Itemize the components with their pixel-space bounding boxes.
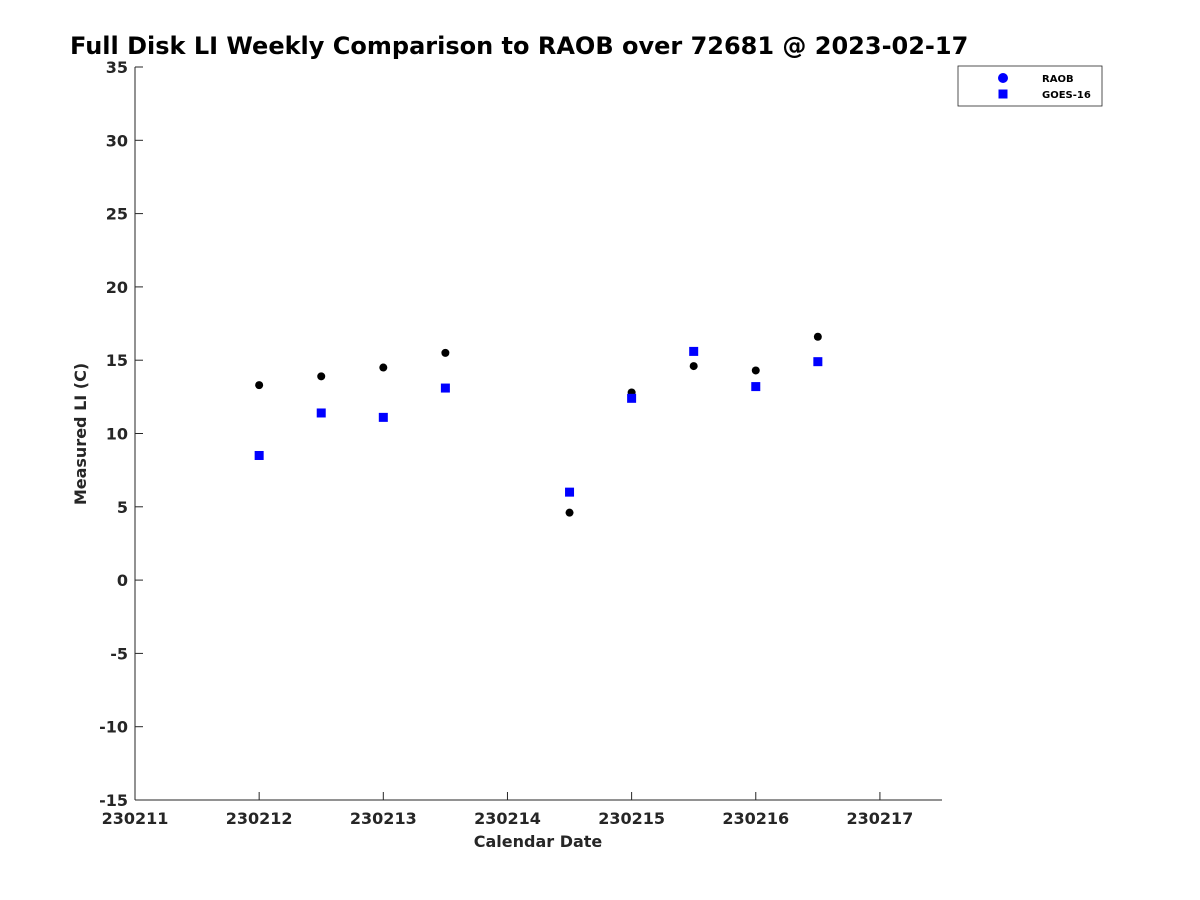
x-tick-label: 230212 (226, 809, 293, 828)
x-tick-label: 230215 (598, 809, 665, 828)
y-tick-label: 25 (106, 205, 128, 224)
legend-raob-marker (998, 73, 1008, 83)
y-tick-label: 15 (106, 351, 128, 370)
goes-16-point (751, 382, 761, 392)
legend-goes-16-marker (998, 89, 1008, 99)
y-tick-label: 35 (106, 58, 128, 77)
goes-16-point (316, 408, 326, 418)
x-tick-label: 230216 (722, 809, 789, 828)
raob-point (441, 348, 450, 357)
y-tick-label: -10 (99, 718, 128, 737)
raob-point (565, 508, 574, 517)
data-points (254, 332, 823, 517)
y-tick-label: 5 (117, 498, 128, 517)
y-tick-label: 30 (106, 131, 128, 150)
raob-point (317, 372, 326, 381)
raob-point (689, 362, 698, 371)
goes-16-point (378, 412, 388, 422)
x-tick-label: 230217 (847, 809, 914, 828)
goes-16-point (627, 393, 637, 403)
legend: RAOB GOES-16 (957, 65, 1103, 107)
y-tick-label: 10 (106, 425, 128, 444)
raob-point (813, 332, 822, 341)
x-axis-label: Calendar Date (474, 832, 603, 851)
chart-title: Full Disk LI Weekly Comparison to RAOB o… (70, 32, 968, 60)
goes-16-point (565, 487, 575, 497)
x-tick-label: 230211 (102, 809, 169, 828)
legend-goes-16-label: GOES-16 (1042, 90, 1091, 101)
y-axis-label: Measured LI (C) (71, 363, 90, 505)
raob-point (751, 366, 760, 375)
y-tick-label: 20 (106, 278, 128, 297)
goes-16-point (440, 383, 450, 393)
x-tick-label: 230214 (474, 809, 541, 828)
legend-raob-label: RAOB (1042, 74, 1074, 85)
y-tick-label: -5 (110, 644, 128, 663)
raob-point (379, 363, 388, 372)
x-tick-label: 230213 (350, 809, 417, 828)
y-ticks: -15 -10 -5 0 5 10 15 20 25 30 35 (99, 58, 143, 810)
raob-point (255, 381, 264, 390)
legend-box (957, 65, 1103, 107)
goes-16-point (813, 357, 823, 367)
goes-16-point (254, 450, 264, 460)
y-tick-label: 0 (117, 571, 128, 590)
x-ticks: 230211 230212 230213 230214 230215 230216 2302… (102, 792, 914, 828)
y-tick-label: -15 (99, 791, 128, 810)
goes-16-point (689, 346, 699, 356)
